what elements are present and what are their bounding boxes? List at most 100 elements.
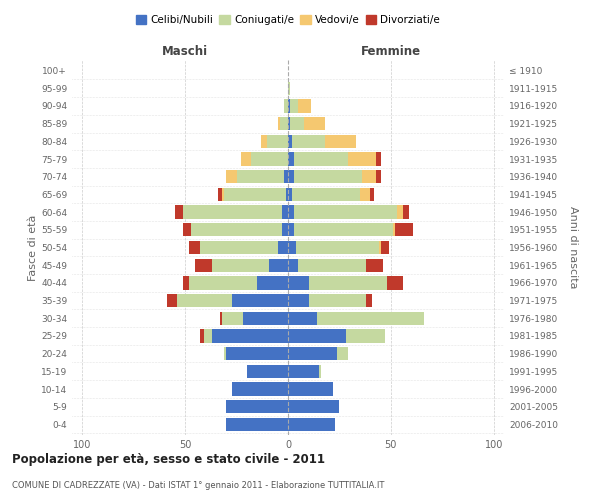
Bar <box>337 347 347 360</box>
Bar <box>288 223 294 236</box>
Bar <box>346 330 385 342</box>
Bar <box>261 134 268 148</box>
Bar <box>243 312 288 325</box>
Bar <box>379 241 380 254</box>
Bar <box>212 330 288 342</box>
Bar <box>189 241 200 254</box>
Bar <box>380 241 389 254</box>
Text: Popolazione per età, sesso e stato civile - 2011: Popolazione per età, sesso e stato civil… <box>12 452 325 466</box>
Bar <box>183 276 189 289</box>
Bar <box>288 347 337 360</box>
Bar <box>257 276 288 289</box>
Bar <box>294 223 393 236</box>
Bar <box>298 100 311 112</box>
Bar <box>294 170 362 183</box>
Bar <box>288 364 319 378</box>
Bar <box>288 276 308 289</box>
Bar <box>360 188 370 201</box>
Bar <box>284 170 288 183</box>
Bar <box>290 117 304 130</box>
Bar <box>290 100 298 112</box>
Bar <box>284 100 288 112</box>
Bar <box>288 258 298 272</box>
Bar <box>347 152 376 166</box>
Bar <box>376 170 380 183</box>
Bar <box>393 223 395 236</box>
Bar <box>292 188 360 201</box>
Bar <box>282 206 288 219</box>
Bar <box>288 330 346 342</box>
Bar <box>167 294 177 307</box>
Bar <box>212 258 269 272</box>
Bar <box>218 188 222 201</box>
Bar <box>288 188 292 201</box>
Legend: Celibi/Nubili, Coniugati/e, Vedovi/e, Divorziati/e: Celibi/Nubili, Coniugati/e, Vedovi/e, Di… <box>134 12 442 27</box>
Bar <box>292 134 325 148</box>
Bar <box>395 223 413 236</box>
Bar <box>269 258 288 272</box>
Bar <box>376 152 380 166</box>
Bar <box>191 223 282 236</box>
Bar <box>183 206 282 219</box>
Bar <box>296 241 379 254</box>
Bar <box>220 312 222 325</box>
Bar <box>288 241 296 254</box>
Bar <box>288 82 290 95</box>
Bar <box>222 188 224 201</box>
Bar <box>203 330 212 342</box>
Bar <box>286 188 288 201</box>
Bar <box>226 170 236 183</box>
Bar <box>288 134 292 148</box>
Bar <box>241 152 251 166</box>
Bar <box>308 294 366 307</box>
Bar <box>175 206 183 219</box>
Bar <box>282 223 288 236</box>
Bar <box>317 312 424 325</box>
Bar <box>222 312 243 325</box>
Bar <box>288 382 333 396</box>
Bar <box>224 347 226 360</box>
Bar <box>288 312 317 325</box>
Bar <box>200 241 278 254</box>
Bar <box>224 188 286 201</box>
Bar <box>325 134 356 148</box>
Text: COMUNE DI CADREZZATE (VA) - Dati ISTAT 1° gennaio 2011 - Elaborazione TUTTITALIA: COMUNE DI CADREZZATE (VA) - Dati ISTAT 1… <box>12 480 385 490</box>
Text: Femmine: Femmine <box>361 45 421 58</box>
Bar <box>183 223 191 236</box>
Bar <box>278 117 280 130</box>
Bar <box>288 170 294 183</box>
Bar <box>298 258 366 272</box>
Bar <box>268 134 288 148</box>
Bar <box>288 152 294 166</box>
Bar <box>294 206 397 219</box>
Bar <box>177 294 232 307</box>
Bar <box>196 258 212 272</box>
Bar <box>319 364 321 378</box>
Bar <box>288 117 290 130</box>
Bar <box>288 206 294 219</box>
Bar <box>397 206 403 219</box>
Bar <box>370 188 374 201</box>
Bar <box>247 364 288 378</box>
Bar <box>200 330 203 342</box>
Bar <box>280 117 288 130</box>
Bar <box>278 241 288 254</box>
Bar <box>226 400 288 413</box>
Bar <box>288 418 335 431</box>
Bar <box>366 258 383 272</box>
Bar <box>387 276 403 289</box>
Bar <box>251 152 288 166</box>
Bar <box>288 400 340 413</box>
Bar <box>362 170 376 183</box>
Bar <box>366 294 373 307</box>
Bar <box>294 152 347 166</box>
Bar <box>226 347 288 360</box>
Y-axis label: Anni di nascita: Anni di nascita <box>568 206 578 289</box>
Bar <box>308 276 387 289</box>
Bar <box>232 294 288 307</box>
Bar <box>403 206 409 219</box>
Bar <box>232 382 288 396</box>
Bar <box>288 100 290 112</box>
Y-axis label: Fasce di età: Fasce di età <box>28 214 38 280</box>
Bar <box>288 294 308 307</box>
